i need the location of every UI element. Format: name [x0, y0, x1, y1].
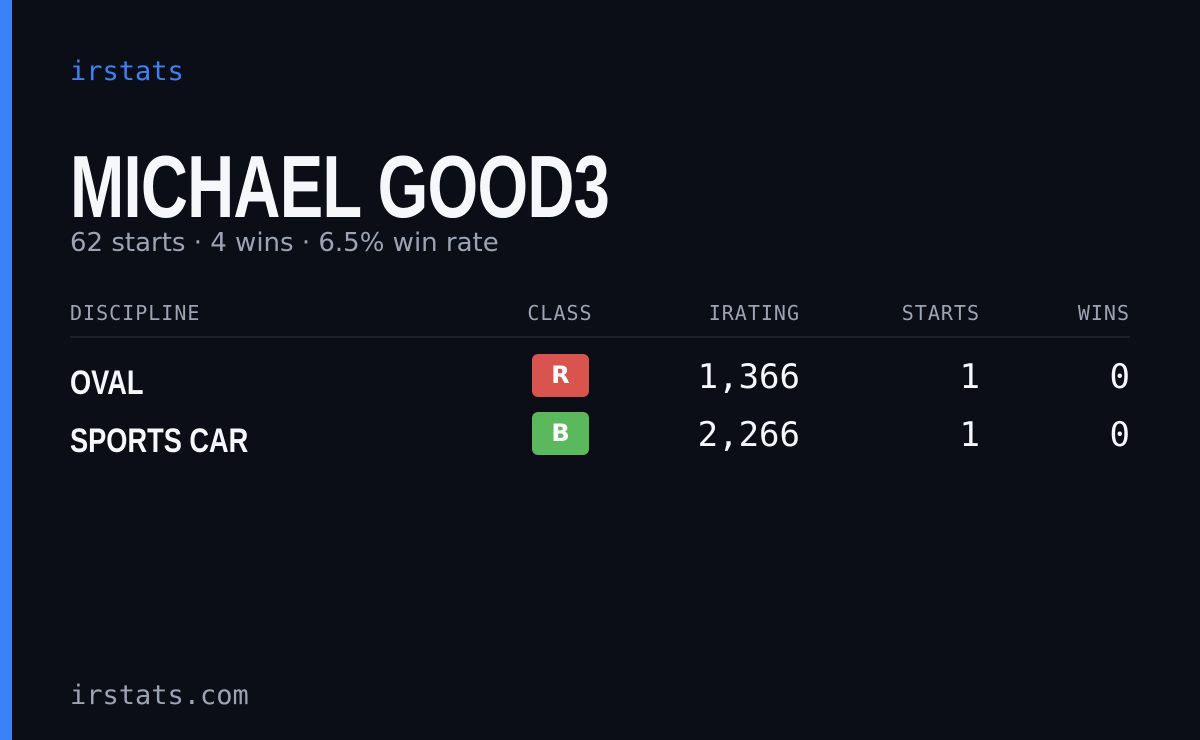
accent-bar: [0, 0, 12, 740]
header-cell: STARTS: [901, 301, 980, 325]
wins: 0: [1109, 415, 1130, 455]
starts: 1: [959, 357, 980, 397]
driver-summary: 62 starts · 4 wins · 6.5% win rate: [70, 228, 499, 258]
class-badge: R: [532, 354, 589, 397]
irating: 2,266: [697, 415, 800, 455]
header-cell: CLASS: [527, 301, 593, 325]
irating: 1,366: [697, 357, 800, 397]
wins: 0: [1109, 357, 1130, 397]
header-cell: IRATING: [708, 301, 800, 325]
class-badge: B: [532, 412, 589, 455]
discipline: OVAL: [70, 364, 144, 402]
header-rule: [70, 336, 1130, 338]
footer: irstats.com: [70, 680, 249, 711]
header-cell: WINS: [1077, 301, 1130, 325]
discipline: SPORTS CAR: [70, 422, 249, 460]
brand: irstats: [70, 56, 184, 87]
starts: 1: [959, 415, 980, 455]
driver-name: MICHAEL GOOD3: [70, 137, 610, 236]
header-cell: DISCIPLINE: [70, 301, 201, 325]
